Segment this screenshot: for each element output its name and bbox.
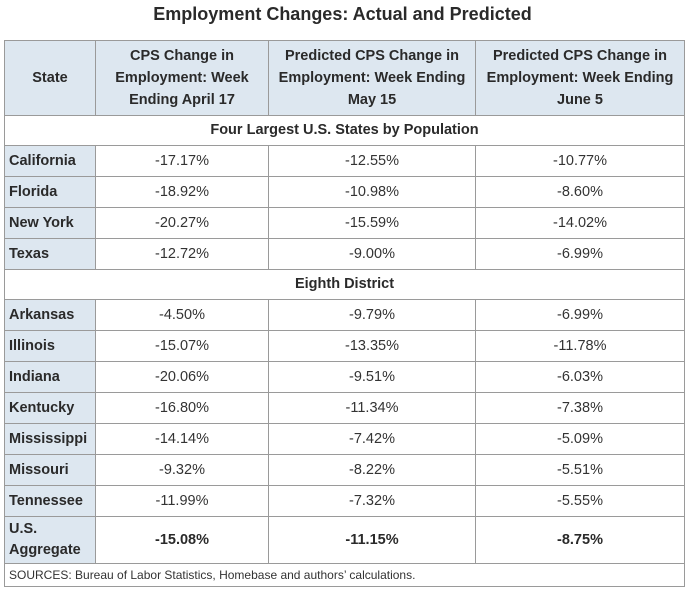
state-name-cell: Texas bbox=[4, 238, 96, 270]
value-april-17-cell: -20.27% bbox=[95, 207, 269, 239]
value-june-5-cell: -6.99% bbox=[475, 238, 685, 270]
value-april-17-cell: -16.80% bbox=[95, 392, 269, 424]
table-row: Arkansas -4.50% -9.79% -6.99% bbox=[4, 299, 685, 331]
table-row: Missouri -9.32% -8.22% -5.51% bbox=[4, 454, 685, 486]
table-row: Texas -12.72% -9.00% -6.99% bbox=[4, 238, 685, 270]
value-may-15-cell: -11.34% bbox=[268, 392, 476, 424]
table-row: Illinois -15.07% -13.35% -11.78% bbox=[4, 330, 685, 362]
value-may-15-cell: -10.98% bbox=[268, 176, 476, 208]
state-name-cell: Arkansas bbox=[4, 299, 96, 331]
employment-table: State CPS Change in Employment: Week End… bbox=[4, 40, 685, 587]
value-june-5-cell: -5.55% bbox=[475, 485, 685, 517]
table-body: Four Largest U.S. States by Population Ca… bbox=[4, 115, 685, 587]
value-may-15-cell: -8.22% bbox=[268, 454, 476, 486]
value-may-15-cell: -7.32% bbox=[268, 485, 476, 517]
value-april-17-cell: -15.07% bbox=[95, 330, 269, 362]
state-name-cell: Mississippi bbox=[4, 423, 96, 455]
value-june-5-cell: -6.03% bbox=[475, 361, 685, 393]
value-june-5-cell: -8.60% bbox=[475, 176, 685, 208]
aggregate-may-15-cell: -11.15% bbox=[268, 516, 476, 564]
value-april-17-cell: -17.17% bbox=[95, 145, 269, 177]
value-june-5-cell: -11.78% bbox=[475, 330, 685, 362]
table-row: Mississippi -14.14% -7.42% -5.09% bbox=[4, 423, 685, 455]
value-april-17-cell: -14.14% bbox=[95, 423, 269, 455]
table-row: California -17.17% -12.55% -10.77% bbox=[4, 145, 685, 177]
table-row: Tennessee -11.99% -7.32% -5.55% bbox=[4, 485, 685, 517]
aggregate-june-5-cell: -8.75% bbox=[475, 516, 685, 564]
table-row: New York -20.27% -15.59% -14.02% bbox=[4, 207, 685, 239]
state-name-cell: California bbox=[4, 145, 96, 177]
value-may-15-cell: -9.79% bbox=[268, 299, 476, 331]
source-row: SOURCES: Bureau of Labor Statistics, Hom… bbox=[4, 563, 685, 587]
aggregate-april-17-cell: -15.08% bbox=[95, 516, 269, 564]
section-label: Four Largest U.S. States by Population bbox=[4, 115, 685, 146]
value-june-5-cell: -5.51% bbox=[475, 454, 685, 486]
table-row: Indiana -20.06% -9.51% -6.03% bbox=[4, 361, 685, 393]
value-june-5-cell: -10.77% bbox=[475, 145, 685, 177]
value-may-15-cell: -15.59% bbox=[268, 207, 476, 239]
value-april-17-cell: -4.50% bbox=[95, 299, 269, 331]
source-note: SOURCES: Bureau of Labor Statistics, Hom… bbox=[4, 563, 685, 587]
value-april-17-cell: -12.72% bbox=[95, 238, 269, 270]
section-header-row: Eighth District bbox=[4, 269, 685, 300]
value-april-17-cell: -9.32% bbox=[95, 454, 269, 486]
value-june-5-cell: -14.02% bbox=[475, 207, 685, 239]
value-june-5-cell: -7.38% bbox=[475, 392, 685, 424]
value-may-15-cell: -9.51% bbox=[268, 361, 476, 393]
value-april-17-cell: -20.06% bbox=[95, 361, 269, 393]
value-may-15-cell: -9.00% bbox=[268, 238, 476, 270]
state-name-cell: Florida bbox=[4, 176, 96, 208]
value-june-5-cell: -6.99% bbox=[475, 299, 685, 331]
header-row: State CPS Change in Employment: Week End… bbox=[4, 40, 685, 116]
aggregate-row: U.S. Aggregate -15.08% -11.15% -8.75% bbox=[4, 516, 685, 564]
state-name-cell: Indiana bbox=[4, 361, 96, 393]
state-name-cell: New York bbox=[4, 207, 96, 239]
header-state: State bbox=[4, 40, 96, 116]
table-title: Employment Changes: Actual and Predicted bbox=[153, 4, 532, 24]
value-may-15-cell: -12.55% bbox=[268, 145, 476, 177]
state-name-cell: Kentucky bbox=[4, 392, 96, 424]
table-row: Kentucky -16.80% -11.34% -7.38% bbox=[4, 392, 685, 424]
state-name-cell: Tennessee bbox=[4, 485, 96, 517]
table-row: Florida -18.92% -10.98% -8.60% bbox=[4, 176, 685, 208]
section-header-row: Four Largest U.S. States by Population bbox=[4, 115, 685, 146]
state-name-cell: Illinois bbox=[4, 330, 96, 362]
header-col-april-17: CPS Change in Employment: Week Ending Ap… bbox=[95, 40, 269, 116]
section-label: Eighth District bbox=[4, 269, 685, 300]
value-may-15-cell: -7.42% bbox=[268, 423, 476, 455]
value-june-5-cell: -5.09% bbox=[475, 423, 685, 455]
header-col-june-5: Predicted CPS Change in Employment: Week… bbox=[475, 40, 685, 116]
value-april-17-cell: -11.99% bbox=[95, 485, 269, 517]
header-col-may-15: Predicted CPS Change in Employment: Week… bbox=[268, 40, 476, 116]
value-may-15-cell: -13.35% bbox=[268, 330, 476, 362]
aggregate-label-cell: U.S. Aggregate bbox=[4, 516, 96, 564]
value-april-17-cell: -18.92% bbox=[95, 176, 269, 208]
state-name-cell: Missouri bbox=[4, 454, 96, 486]
